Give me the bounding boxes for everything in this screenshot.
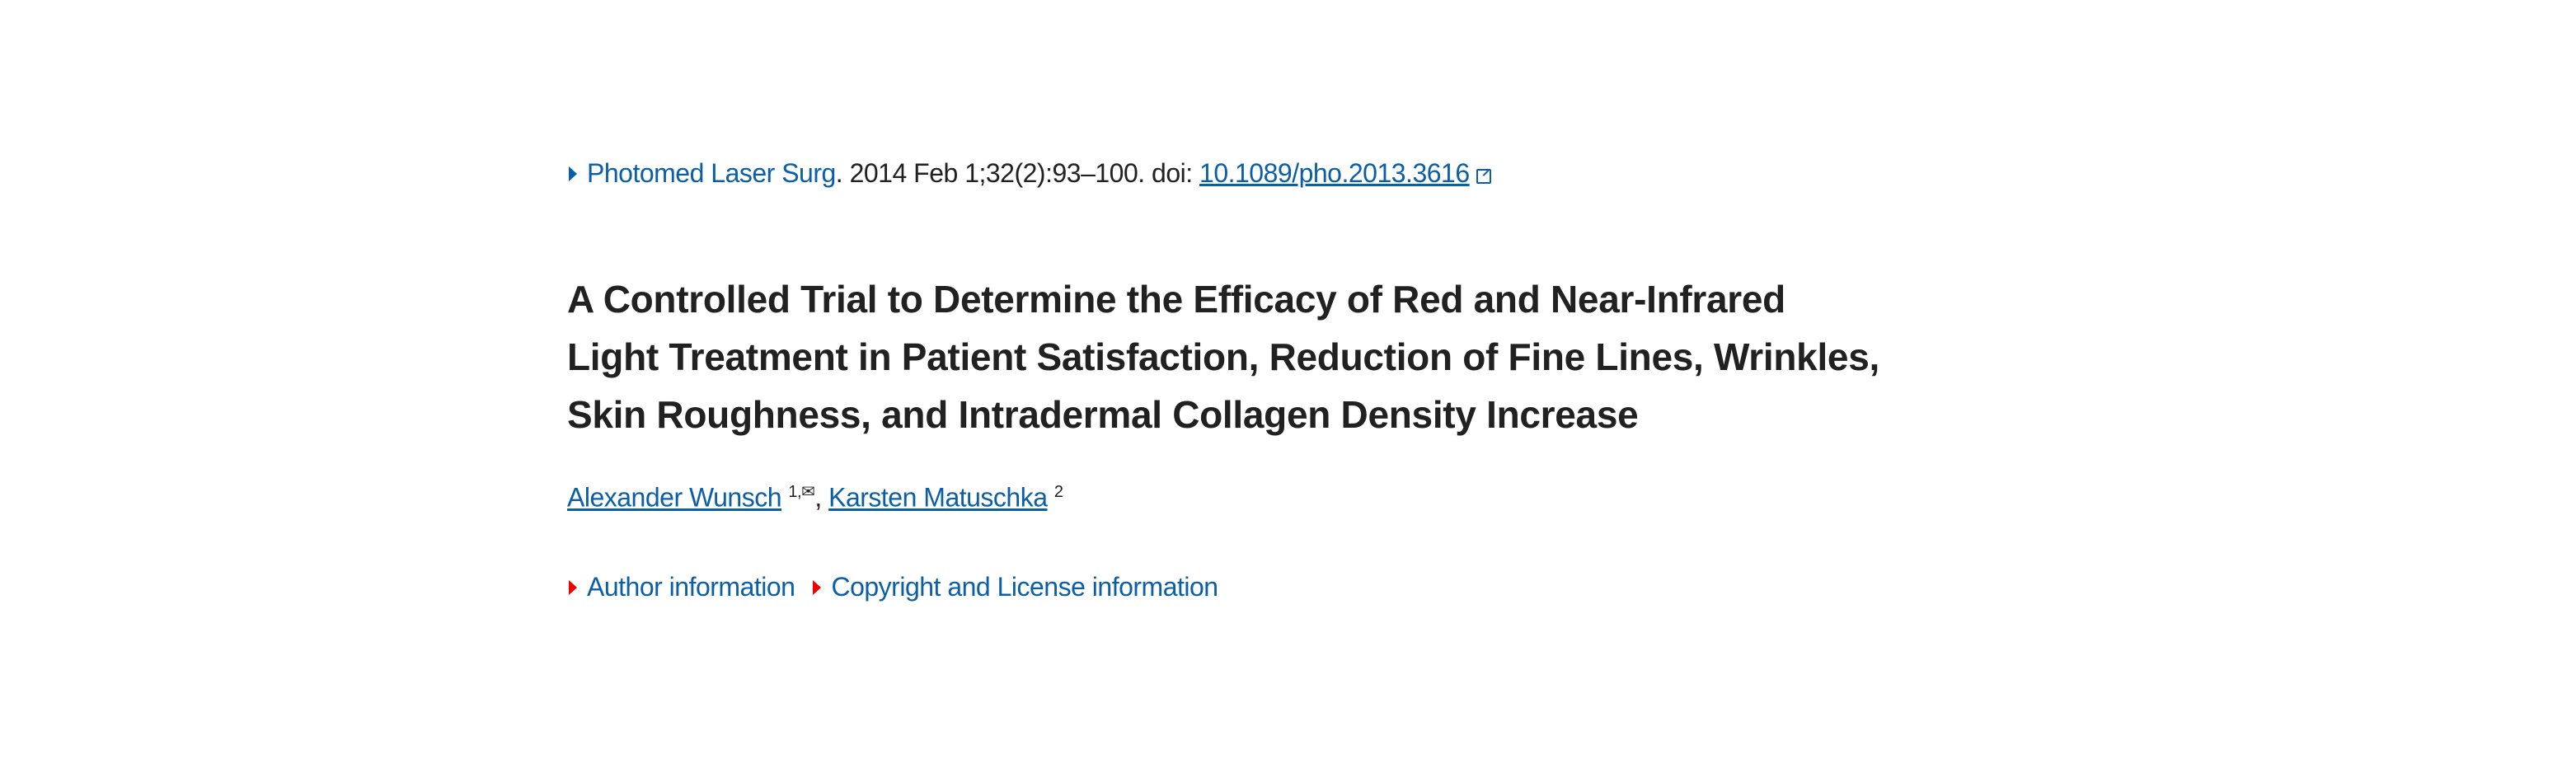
expand-triangle-icon [569,580,577,595]
article-title: A Controlled Trial to Determine the Effi… [567,270,2051,443]
expand-triangle-icon[interactable] [569,166,577,181]
citation-details: . 2014 Feb 1;32(2):93–100. doi: [835,158,1200,188]
author-information-toggle[interactable]: Author information [569,572,795,602]
author-affiliation: 2 [1053,483,1063,501]
author-list: Alexander Wunsch 1,✉, Karsten Matuschka … [567,481,1063,513]
copyright-license-toggle[interactable]: Copyright and License information [813,572,1218,602]
title-line: A Controlled Trial to Determine the Effi… [567,278,1785,321]
external-link-icon[interactable] [1476,169,1491,184]
author-link[interactable]: Karsten Matuschka [828,482,1048,513]
citation-line: Photomed Laser Surg. 2014 Feb 1;32(2):93… [569,158,1491,189]
author-separator: , [814,482,829,513]
author-link[interactable]: Alexander Wunsch [567,482,782,513]
author-affiliation: 1,✉ [788,483,815,501]
info-toggles: Author information Copyright and License … [569,572,1236,602]
expand-triangle-icon [813,580,822,595]
title-line: Light Treatment in Patient Satisfaction,… [567,335,1879,378]
title-line: Skin Roughness, and Intradermal Collagen… [567,393,1639,436]
copyright-license-label: Copyright and License information [831,572,1218,602]
author-information-label: Author information [587,572,795,602]
doi-link[interactable]: 10.1089/pho.2013.3616 [1199,158,1470,188]
journal-link[interactable]: Photomed Laser Surg [587,158,836,188]
